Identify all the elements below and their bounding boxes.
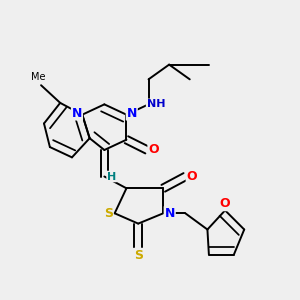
- Text: S: S: [104, 207, 113, 220]
- Text: O: O: [187, 170, 197, 183]
- Text: N: N: [164, 207, 175, 220]
- Text: S: S: [134, 249, 143, 262]
- Text: N: N: [72, 107, 82, 120]
- Text: NH: NH: [147, 99, 165, 110]
- Text: O: O: [148, 143, 159, 157]
- Text: O: O: [220, 197, 230, 210]
- Text: H: H: [107, 172, 116, 182]
- Text: N: N: [127, 107, 137, 120]
- Text: Me: Me: [31, 72, 45, 82]
